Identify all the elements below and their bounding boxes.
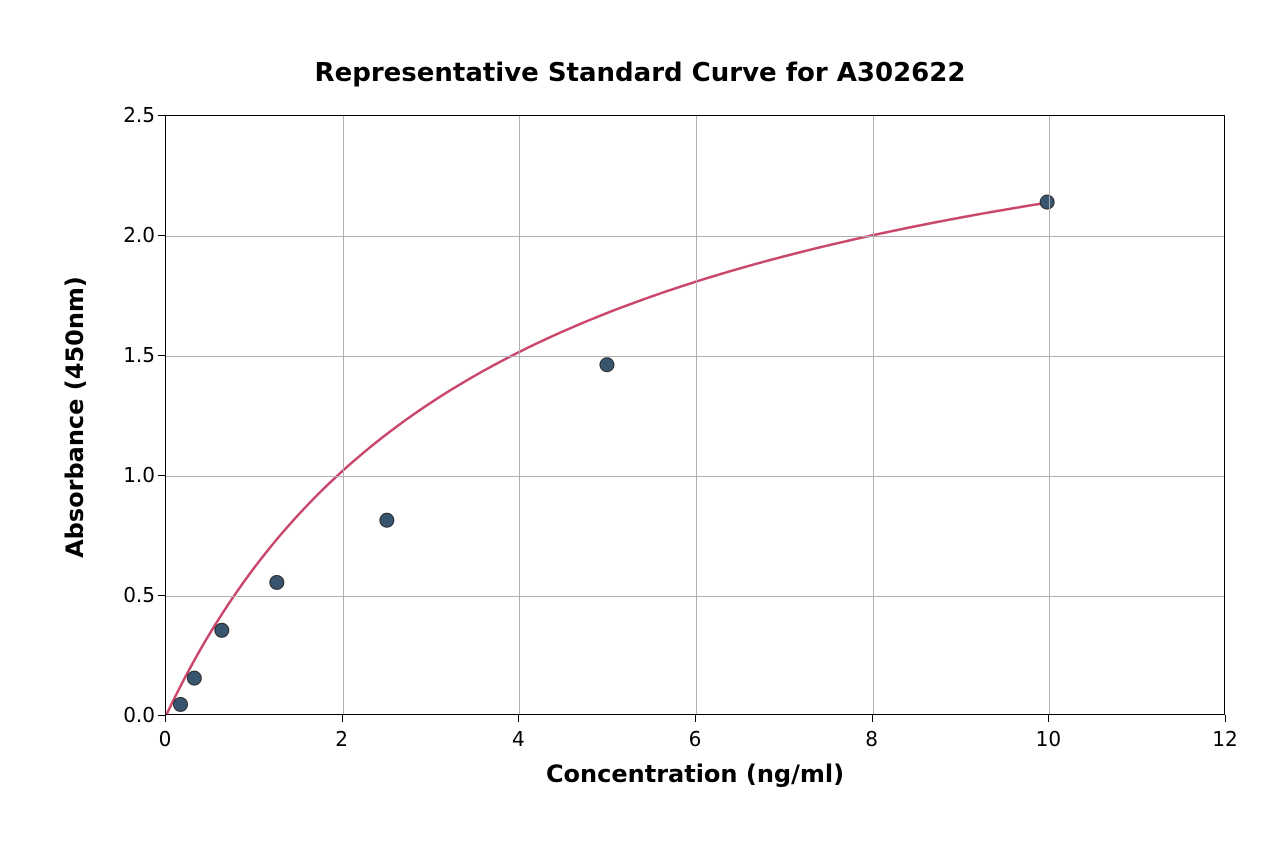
y-tick-label: 1.0 (115, 463, 155, 487)
x-tick-label: 12 (1212, 727, 1237, 751)
data-point (215, 623, 229, 637)
y-axis-label: Absorbance (450nm) (61, 117, 89, 717)
gridline-h (166, 356, 1224, 357)
tick-mark-y (158, 355, 165, 356)
y-tick-label: 0.5 (115, 583, 155, 607)
chart-title: Representative Standard Curve for A30262… (0, 58, 1280, 88)
data-point (270, 575, 284, 589)
plot-area (165, 115, 1225, 715)
tick-mark-x (342, 715, 343, 722)
gridline-v (873, 116, 874, 714)
y-tick-label: 2.0 (115, 223, 155, 247)
tick-mark-y (158, 475, 165, 476)
tick-mark-x (695, 715, 696, 722)
gridline-h (166, 236, 1224, 237)
x-tick-label: 6 (689, 727, 702, 751)
x-tick-label: 10 (1036, 727, 1061, 751)
data-point (1040, 195, 1054, 209)
fit-curve (167, 203, 1047, 714)
gridline-v (696, 116, 697, 714)
data-point (380, 513, 394, 527)
gridline-v (1049, 116, 1050, 714)
tick-mark-x (1048, 715, 1049, 722)
tick-mark-y (158, 115, 165, 116)
tick-mark-y (158, 595, 165, 596)
x-tick-label: 2 (335, 727, 348, 751)
x-axis-label: Concentration (ng/ml) (165, 760, 1225, 788)
y-tick-label: 1.5 (115, 343, 155, 367)
tick-mark-y (158, 715, 165, 716)
tick-mark-y (158, 235, 165, 236)
tick-mark-x (1225, 715, 1226, 722)
tick-mark-x (518, 715, 519, 722)
data-point (174, 697, 188, 711)
tick-mark-x (165, 715, 166, 722)
y-tick-label: 2.5 (115, 103, 155, 127)
figure: Representative Standard Curve for A30262… (0, 0, 1280, 845)
x-tick-label: 0 (159, 727, 172, 751)
data-point (600, 358, 614, 372)
gridline-h (166, 476, 1224, 477)
x-tick-label: 4 (512, 727, 525, 751)
y-tick-label: 0.0 (115, 703, 155, 727)
gridline-v (519, 116, 520, 714)
tick-mark-x (872, 715, 873, 722)
chart-svg-layer (166, 116, 1224, 714)
data-point (187, 671, 201, 685)
gridline-h (166, 596, 1224, 597)
gridline-v (343, 116, 344, 714)
x-tick-label: 8 (865, 727, 878, 751)
